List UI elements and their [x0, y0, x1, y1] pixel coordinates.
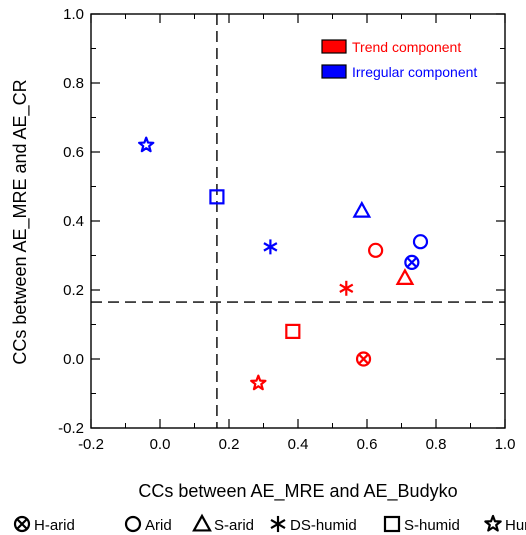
x-tick-label: 0.8 — [426, 436, 447, 453]
x-tick-label: 0.0 — [150, 436, 171, 453]
x-axis-title: CCs between AE_MRE and AE_Budyko — [138, 481, 457, 502]
plot-area: -0.2 0.0 0.2 0.4 0.6 0.8 1.0 -0.2 0.0 0.2 0.4 0.6 0.… — [58, 6, 515, 453]
y-tick-label: 0.8 — [63, 75, 84, 92]
x-tick-label: -0.2 — [78, 436, 104, 453]
shape-legend-marker-arid — [124, 515, 142, 533]
y-tick-label: -0.2 — [58, 420, 84, 437]
legend-swatch — [321, 64, 347, 79]
y-tick-label: 0.0 — [63, 351, 84, 368]
shape-legend-label: S-arid — [214, 517, 254, 534]
data-point-humid — [250, 374, 267, 391]
shape-legend-marker-s-arid — [192, 513, 212, 532]
shape-legend-marker-humid — [484, 514, 502, 532]
data-point-s-humid — [285, 323, 301, 339]
data-point-humid — [137, 136, 155, 153]
shape-legend-marker-h-arid — [13, 515, 31, 533]
y-tick-label: 0.4 — [63, 213, 84, 230]
series-legend: Trend component Irregular component — [321, 39, 477, 80]
shape-legend-label: S-humid — [404, 517, 460, 534]
shape-legend-marker-ds-humid — [270, 515, 286, 533]
legend-label: Trend component — [352, 39, 461, 55]
x-tick-label: 0.4 — [288, 436, 309, 453]
shape-legend-label: Arid — [145, 517, 172, 534]
y-tick-label: 0.2 — [63, 282, 84, 299]
data-point-h-arid — [404, 254, 420, 270]
y-tick-label: 1.0 — [63, 6, 84, 23]
y-axis-title: CCs between AE_MRE and AE_CR — [10, 79, 31, 364]
series-irregular-component — [137, 136, 429, 270]
x-tick-label: 0.6 — [357, 436, 378, 453]
data-point-arid — [412, 234, 429, 250]
marker-shape-legend: H-arid Arid S-arid DS-humid S-humid Humid — [13, 513, 526, 534]
x-tick-label: 1.0 — [495, 436, 516, 453]
data-point-s-humid — [209, 189, 225, 205]
data-point-s-arid — [352, 200, 372, 218]
shape-legend-label: H-arid — [34, 517, 75, 534]
legend-label: Irregular component — [352, 64, 477, 80]
y-tick-label: 0.6 — [63, 144, 84, 161]
data-point-h-arid — [355, 351, 372, 367]
x-tick-label: 0.2 — [219, 436, 240, 453]
shape-legend-marker-s-humid — [383, 515, 401, 533]
data-point-arid — [368, 242, 384, 258]
shape-legend-label: Humid — [505, 517, 526, 534]
data-point-ds-humid — [263, 239, 278, 255]
shape-legend-label: DS-humid — [290, 517, 357, 534]
legend-swatch — [321, 39, 347, 54]
data-point-ds-humid — [339, 280, 354, 296]
series-trend-component — [250, 242, 415, 391]
data-point-s-arid — [395, 268, 415, 286]
